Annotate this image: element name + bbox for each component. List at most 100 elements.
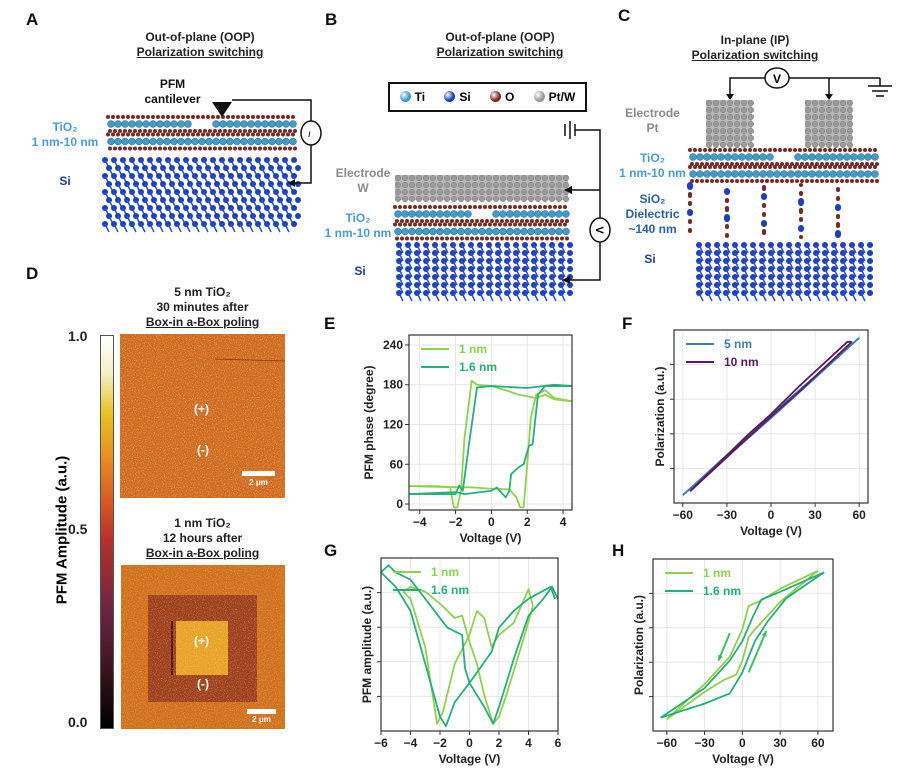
sio2-atom xyxy=(799,235,803,239)
bond xyxy=(743,268,749,278)
metal-atom xyxy=(734,99,741,106)
o-atom xyxy=(293,146,297,151)
metal-atom xyxy=(416,188,423,195)
chart-f: −60 −30 0 30 60 Voltage (V) Polarization (a.u.… xyxy=(653,329,869,538)
o-atom xyxy=(708,148,712,152)
o-atom xyxy=(273,146,277,151)
x-axis-label: Voltage (V) xyxy=(439,752,501,766)
metal-atom xyxy=(430,174,437,181)
metal-atom xyxy=(812,134,819,141)
bond xyxy=(470,252,476,262)
metal-atom xyxy=(500,181,507,188)
bond xyxy=(398,292,404,302)
x-axis-label: Voltage (V) xyxy=(740,524,802,538)
bond xyxy=(833,268,839,278)
o-atom xyxy=(780,179,784,183)
o-atom xyxy=(136,132,140,137)
x-tick-label: 0 xyxy=(739,736,746,750)
o-atom xyxy=(728,148,732,152)
metal-atom xyxy=(409,195,416,202)
o-atom xyxy=(553,205,557,209)
metal-atom xyxy=(847,141,854,148)
o-atom xyxy=(870,162,874,166)
bond xyxy=(707,284,713,294)
o-atom xyxy=(415,219,419,223)
o-atom xyxy=(408,222,412,227)
o-atom xyxy=(873,148,877,152)
bond xyxy=(551,292,557,302)
o-atom xyxy=(146,115,150,119)
bond xyxy=(524,252,530,262)
bond xyxy=(824,284,830,294)
o-atom xyxy=(163,146,167,151)
bond xyxy=(860,268,866,278)
o-atom xyxy=(770,162,774,166)
metal-atom xyxy=(734,106,741,113)
o-atom xyxy=(565,219,569,223)
o-atom xyxy=(243,146,247,151)
o-atom xyxy=(520,219,524,223)
plot-frame xyxy=(652,558,834,732)
bond xyxy=(506,276,512,286)
metal-atom xyxy=(493,195,500,202)
bond xyxy=(461,268,467,278)
bond xyxy=(533,244,539,254)
metal-atom xyxy=(720,120,727,127)
bond xyxy=(743,276,749,286)
bond xyxy=(815,260,821,270)
metal-atom xyxy=(748,127,755,134)
tio2-text: TiO₂ xyxy=(639,151,666,165)
metal-atom xyxy=(805,141,812,148)
o-atom xyxy=(708,165,712,169)
bond xyxy=(770,252,776,262)
bond xyxy=(851,244,857,254)
bond xyxy=(752,276,758,286)
metal-atom xyxy=(486,181,493,188)
bond xyxy=(425,244,431,254)
legend-label: 10 nm xyxy=(724,355,759,369)
metal-atom xyxy=(402,174,409,181)
o-atom xyxy=(763,165,767,169)
legend-item-o: O xyxy=(490,90,514,104)
metal-atom xyxy=(500,195,507,202)
o-atom xyxy=(748,148,752,152)
bond xyxy=(788,252,794,262)
o-atom xyxy=(495,236,499,241)
o-atom xyxy=(253,129,257,133)
bond xyxy=(515,292,521,302)
o-atom xyxy=(453,205,457,209)
bond xyxy=(752,292,758,302)
bond xyxy=(533,292,539,302)
pfm-image-bottom-title: 1 nm TiO₂ 12 hours after Box-in a-Box poli… xyxy=(120,516,285,561)
o-atom xyxy=(148,146,152,151)
bond xyxy=(497,284,503,294)
o-atom xyxy=(768,165,772,169)
bond xyxy=(425,268,431,278)
o-atom xyxy=(713,148,717,152)
o-atom xyxy=(858,148,862,152)
o-atom xyxy=(780,162,784,166)
bond xyxy=(443,292,449,302)
bond xyxy=(551,252,557,262)
o-atom xyxy=(141,132,145,137)
sio2-atom xyxy=(762,231,766,235)
o-atom xyxy=(715,179,719,183)
bond xyxy=(452,252,458,262)
x-tick-label: 30 xyxy=(773,736,787,750)
o-atom xyxy=(858,165,862,169)
o-atom xyxy=(133,146,137,151)
sio2-atom xyxy=(762,213,766,217)
o-atom xyxy=(488,222,492,227)
metal-atom xyxy=(706,134,713,141)
legend-item-ti: Ti xyxy=(399,90,425,104)
metal-atom xyxy=(706,113,713,120)
bond xyxy=(506,292,512,302)
y-tick-label: 0 xyxy=(396,497,403,511)
voltmeter-icon xyxy=(764,67,790,89)
metal-atom xyxy=(805,113,812,120)
o-atom xyxy=(281,132,285,137)
o-atom xyxy=(828,165,832,169)
o-atom xyxy=(238,146,242,151)
bond xyxy=(515,284,521,294)
